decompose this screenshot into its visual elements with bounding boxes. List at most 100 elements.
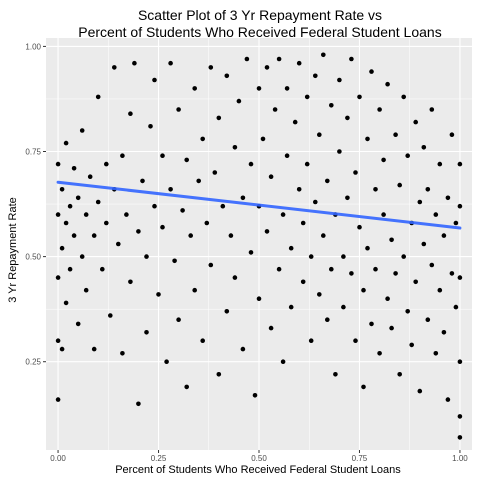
data-point (449, 132, 455, 137)
data-point (389, 325, 394, 331)
data-point (67, 266, 73, 272)
data-point (425, 317, 431, 323)
data-point (308, 254, 314, 259)
data-point (317, 292, 322, 297)
data-point (341, 304, 346, 310)
data-point (317, 132, 322, 137)
data-point (136, 229, 141, 234)
data-point (104, 220, 109, 226)
data-point (272, 107, 278, 112)
data-point (208, 262, 214, 268)
data-point (357, 94, 362, 100)
data-point (304, 94, 310, 100)
data-point (445, 397, 451, 402)
data-point (256, 296, 262, 302)
data-point (55, 161, 61, 167)
data-point (321, 233, 326, 238)
data-point (401, 94, 407, 100)
data-point (244, 56, 250, 62)
data-point (168, 60, 173, 66)
x-tick-label: 0.00 (50, 454, 66, 463)
data-point (437, 161, 443, 167)
data-point (337, 149, 342, 154)
data-point (276, 56, 282, 62)
data-point (55, 397, 61, 402)
data-point (156, 292, 161, 297)
data-point (55, 212, 61, 217)
data-point (216, 115, 222, 121)
data-point (457, 414, 463, 419)
data-point (160, 224, 165, 230)
data-point (300, 220, 306, 226)
data-point (349, 271, 354, 276)
data-point (381, 157, 386, 163)
data-point (256, 86, 262, 91)
data-point (108, 313, 113, 318)
data-point (437, 287, 443, 293)
data-point (365, 245, 370, 251)
data-point (313, 73, 318, 79)
data-point (192, 287, 197, 293)
data-point (457, 275, 463, 280)
y-axis-title: 3 Yr Repayment Rate (7, 197, 19, 303)
data-point (128, 111, 133, 116)
data-point (208, 65, 214, 70)
trend-line (56, 180, 462, 230)
data-point (457, 359, 463, 365)
data-point (112, 65, 117, 70)
trend-line-group (56, 180, 462, 230)
data-point (144, 330, 149, 335)
data-point (381, 212, 386, 217)
data-point (224, 73, 230, 79)
data-point (304, 161, 310, 167)
data-point (63, 300, 69, 306)
data-point (457, 203, 463, 209)
data-point (284, 153, 290, 158)
data-point (120, 153, 125, 158)
data-point (353, 170, 358, 175)
data-point (116, 241, 121, 247)
data-point (457, 435, 463, 440)
data-point (83, 212, 89, 217)
data-point (361, 384, 366, 390)
data-point (296, 187, 302, 192)
data-point (457, 161, 463, 167)
data-point (75, 321, 81, 327)
y-axis-ticks: 0.25 0.50 0.75 1.00 (25, 42, 46, 367)
data-point (268, 325, 274, 331)
data-point (389, 237, 394, 243)
data-point (308, 338, 314, 344)
data-point (413, 119, 419, 125)
data-point (325, 178, 330, 184)
y-tick-label: 0.25 (25, 358, 41, 367)
data-point (337, 77, 342, 83)
data-point (132, 60, 137, 66)
data-point (333, 372, 338, 377)
data-point (280, 359, 286, 365)
data-point (365, 136, 370, 142)
data-point (172, 258, 177, 264)
data-point (79, 128, 85, 133)
chart-title-line-1: Scatter Plot of 3 Yr Repayment Rate vs (138, 7, 382, 23)
data-point (401, 254, 407, 259)
data-point (152, 77, 157, 83)
data-point (341, 254, 346, 259)
data-point (393, 132, 398, 137)
data-point (329, 266, 334, 272)
data-point (373, 187, 378, 192)
data-point (196, 178, 201, 184)
data-point (140, 178, 145, 184)
data-point (405, 153, 411, 158)
data-point (136, 401, 141, 407)
data-point (75, 195, 81, 201)
data-point (313, 199, 318, 205)
data-point (55, 338, 61, 344)
data-point (441, 233, 447, 238)
data-point (224, 309, 230, 314)
data-point (325, 317, 330, 323)
gridlines (46, 38, 472, 450)
data-point (377, 107, 382, 112)
data-point (409, 342, 415, 348)
data-point (100, 266, 105, 272)
x-tick-label: 1.00 (452, 454, 468, 463)
